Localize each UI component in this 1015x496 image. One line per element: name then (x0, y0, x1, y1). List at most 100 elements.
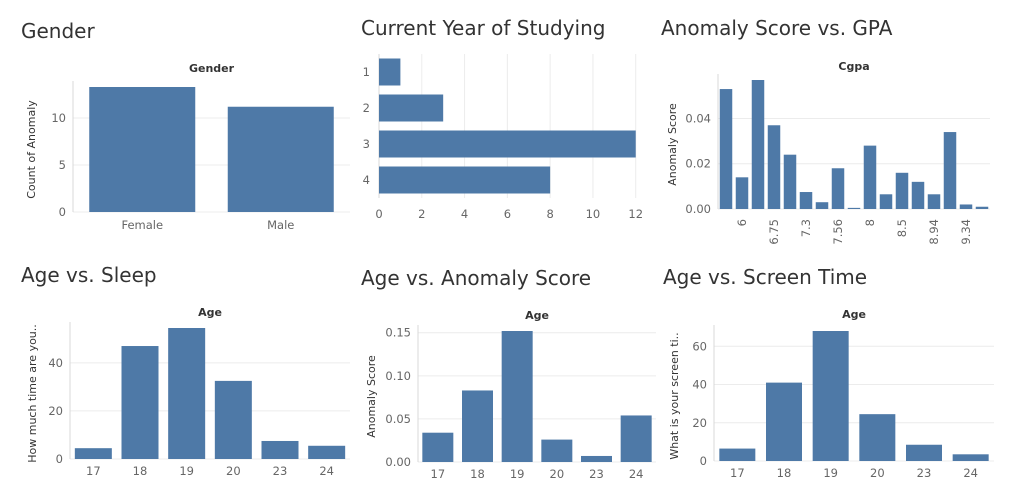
bar (462, 390, 493, 462)
y-tick-label: 0.15 (385, 326, 411, 340)
y-tick-label: 0 (700, 454, 707, 468)
bar (379, 94, 444, 122)
x-axis-title: Gender (189, 62, 235, 75)
x-tick-label: 20 (550, 467, 565, 481)
y-tick-label: 20 (48, 404, 63, 418)
x-axis-title: Age (198, 306, 222, 319)
x-tick-label: 24 (629, 467, 644, 481)
x-tick-label: 4 (461, 207, 468, 221)
anomaly-vs-gpa-bar-chart: 0.00 0.02 0.04 6 6.75 7.3 7.56 8 8.5 8.94 9.34 Cgpa… (666, 60, 990, 245)
gender-bar-chart: 0 5 10 Female Male Gender Count of Anomaly (25, 62, 350, 232)
bar (121, 346, 159, 459)
x-tick-label: 20 (870, 466, 885, 480)
y-tick-label: 0.10 (385, 369, 411, 383)
x-tick-label: 8 (863, 219, 877, 226)
bar (927, 194, 941, 209)
panel-title-gpa: Anomaly Score vs. GPA (661, 16, 893, 40)
y-axis-title: What is your screen ti.. (668, 332, 681, 459)
y-axis-title: Anomaly Score (666, 103, 679, 186)
y-tick-label: 10 (51, 111, 66, 125)
y-tick-label: 5 (59, 158, 66, 172)
bar (952, 454, 989, 461)
bar (959, 204, 973, 209)
x-tick-label: 7.3 (799, 219, 813, 237)
y-tick-label: 2 (363, 101, 370, 115)
bar (719, 448, 756, 461)
bar (74, 448, 112, 459)
bar (168, 328, 206, 459)
panel-title-year: Current Year of Studying (361, 16, 606, 40)
y-tick-label: 0 (59, 205, 66, 219)
bar (847, 207, 861, 209)
bar (379, 58, 401, 86)
bar (751, 80, 765, 209)
x-axis-title: Age (525, 309, 549, 322)
bar (815, 202, 829, 209)
y-axis-title: How much time are you.. (26, 324, 39, 463)
x-tick-label: 10 (586, 207, 601, 221)
bar (261, 440, 299, 459)
y-tick-label: 40 (692, 378, 707, 392)
x-tick-label: 0 (375, 207, 382, 221)
y-tick-label: 0.04 (685, 111, 711, 125)
bar (766, 382, 802, 461)
y-tick-label: 20 (692, 416, 707, 430)
bar (214, 380, 252, 459)
x-tick-label: 20 (226, 464, 241, 478)
x-tick-label: 7.56 (831, 219, 845, 245)
panel-title-sleep: Age vs. Sleep (21, 263, 157, 287)
y-tick-label: 1 (363, 65, 370, 79)
bar (227, 106, 334, 212)
x-axis-title: Age (842, 308, 866, 321)
bar (422, 432, 454, 462)
bar (911, 181, 925, 209)
bar (906, 444, 942, 461)
panel-title-gender: Gender (21, 19, 95, 43)
y-tick-label: 0 (56, 452, 63, 466)
y-axis-title: Anomaly Score (365, 355, 378, 438)
x-tick-label: 19 (823, 466, 838, 480)
bar (783, 154, 797, 209)
y-axis-title: Count of Anomaly (25, 100, 38, 199)
bar (863, 145, 877, 209)
bar (308, 445, 346, 459)
x-tick-label: 6.75 (767, 219, 781, 245)
y-tick-label: 60 (692, 339, 707, 353)
bar (719, 89, 733, 209)
bar (812, 331, 849, 461)
y-tick-label: 0.05 (385, 412, 411, 426)
x-tick-label: 8.94 (927, 219, 941, 245)
x-tick-label: Female (121, 218, 163, 232)
x-tick-label: 18 (777, 466, 792, 480)
x-tick-label: 19 (179, 464, 194, 478)
bar (859, 414, 896, 461)
y-tick-label: 0.02 (685, 157, 711, 171)
bar (379, 130, 636, 158)
y-tick-label: 4 (363, 173, 370, 187)
bar (501, 331, 533, 462)
age-vs-sleep-bar-chart: 0 20 40 17 18 19 20 23 24 Age How much time are yo… (26, 306, 350, 478)
x-tick-label: 23 (917, 466, 932, 480)
bar (879, 194, 893, 209)
x-tick-label: 6 (735, 219, 749, 226)
x-tick-label: 8.5 (895, 219, 909, 237)
bar (799, 192, 813, 209)
x-tick-label: 19 (510, 467, 525, 481)
bar (541, 439, 573, 462)
x-tick-label: 17 (431, 467, 446, 481)
bar (735, 177, 749, 209)
bar (89, 87, 196, 212)
x-tick-label: 17 (730, 466, 745, 480)
bar (581, 455, 612, 462)
bar (379, 166, 551, 194)
x-tick-label: 9.34 (959, 219, 973, 245)
x-tick-label: 12 (628, 207, 643, 221)
panel-title-screen: Age vs. Screen Time (663, 265, 868, 289)
x-tick-label: 6 (504, 207, 511, 221)
bar (975, 206, 989, 209)
x-tick-label: 23 (273, 464, 288, 478)
y-tick-label: 3 (363, 137, 370, 151)
x-tick-label: 2 (418, 207, 425, 221)
